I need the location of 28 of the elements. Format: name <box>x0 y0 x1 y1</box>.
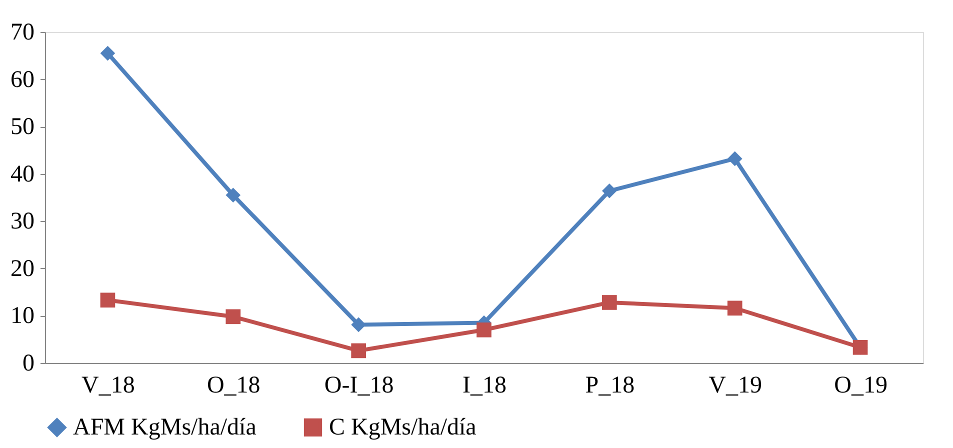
point <box>100 46 116 61</box>
legend-label: C KgMs/ha/día <box>329 414 477 440</box>
y-tick-label: 0 <box>22 350 34 376</box>
y-tick-label: 20 <box>10 256 34 282</box>
point <box>351 343 366 358</box>
point <box>351 317 366 332</box>
point <box>226 188 241 203</box>
point <box>100 292 116 308</box>
x-tick-label: I_18 <box>462 372 506 398</box>
y-tick-label: 70 <box>10 20 34 46</box>
y-tick-label: 50 <box>10 114 34 140</box>
x-tick-label: O-I_18 <box>324 372 394 398</box>
point <box>727 151 742 166</box>
point <box>476 322 492 338</box>
legend-label: AFM KgMs/ha/día <box>73 414 257 440</box>
x-tick-label: V_19 <box>708 372 762 398</box>
x-tick-label: P_18 <box>585 372 635 398</box>
x-tick-label: O_19 <box>834 372 888 398</box>
point <box>226 309 241 324</box>
y-tick-label: 30 <box>10 208 34 235</box>
point <box>727 300 742 316</box>
x-tick-label: V_18 <box>82 372 135 398</box>
x-tick-label: O_18 <box>206 372 260 398</box>
y-tick-label: 10 <box>10 303 34 330</box>
y-tick-label: 60 <box>10 66 34 93</box>
point <box>602 183 617 198</box>
point <box>602 295 617 310</box>
y-tick-label: 40 <box>10 161 34 188</box>
